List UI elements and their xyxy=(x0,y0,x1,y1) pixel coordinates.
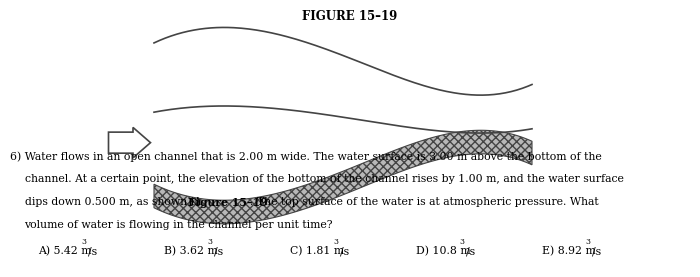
Text: /s: /s xyxy=(592,246,601,257)
Text: 3: 3 xyxy=(459,238,464,246)
Text: dips down 0.500 m, as shown in: dips down 0.500 m, as shown in xyxy=(25,197,204,207)
Text: A) 5.42 m: A) 5.42 m xyxy=(38,246,92,257)
Text: FIGURE 15–19: FIGURE 15–19 xyxy=(302,10,398,23)
Text: Figure 15–19: Figure 15–19 xyxy=(188,197,267,208)
Text: D) 10.8 m: D) 10.8 m xyxy=(416,246,471,257)
Text: . The top surface of the water is at atmospheric pressure. What: . The top surface of the water is at atm… xyxy=(249,197,598,207)
Polygon shape xyxy=(108,127,150,158)
Text: 3: 3 xyxy=(81,238,86,246)
Polygon shape xyxy=(154,130,532,224)
Text: /s: /s xyxy=(214,246,223,257)
Text: B) 3.62 m: B) 3.62 m xyxy=(164,246,218,257)
Text: /s: /s xyxy=(466,246,475,257)
Text: 3: 3 xyxy=(207,238,212,246)
Text: /s: /s xyxy=(340,246,349,257)
Text: 6) Water flows in an open channel that is 2.00 m wide. The water surface is 3.00: 6) Water flows in an open channel that i… xyxy=(10,151,601,161)
Text: /s: /s xyxy=(88,246,97,257)
Text: channel. At a certain point, the elevation of the bottom of the channel rises by: channel. At a certain point, the elevati… xyxy=(25,174,624,184)
Text: 3: 3 xyxy=(585,238,590,246)
Text: C) 1.81 m: C) 1.81 m xyxy=(290,246,344,257)
Text: E) 8.92 m: E) 8.92 m xyxy=(542,246,596,257)
Text: volume of water is flowing in the channel per unit time?: volume of water is flowing in the channe… xyxy=(25,220,333,230)
Text: 3: 3 xyxy=(333,238,338,246)
